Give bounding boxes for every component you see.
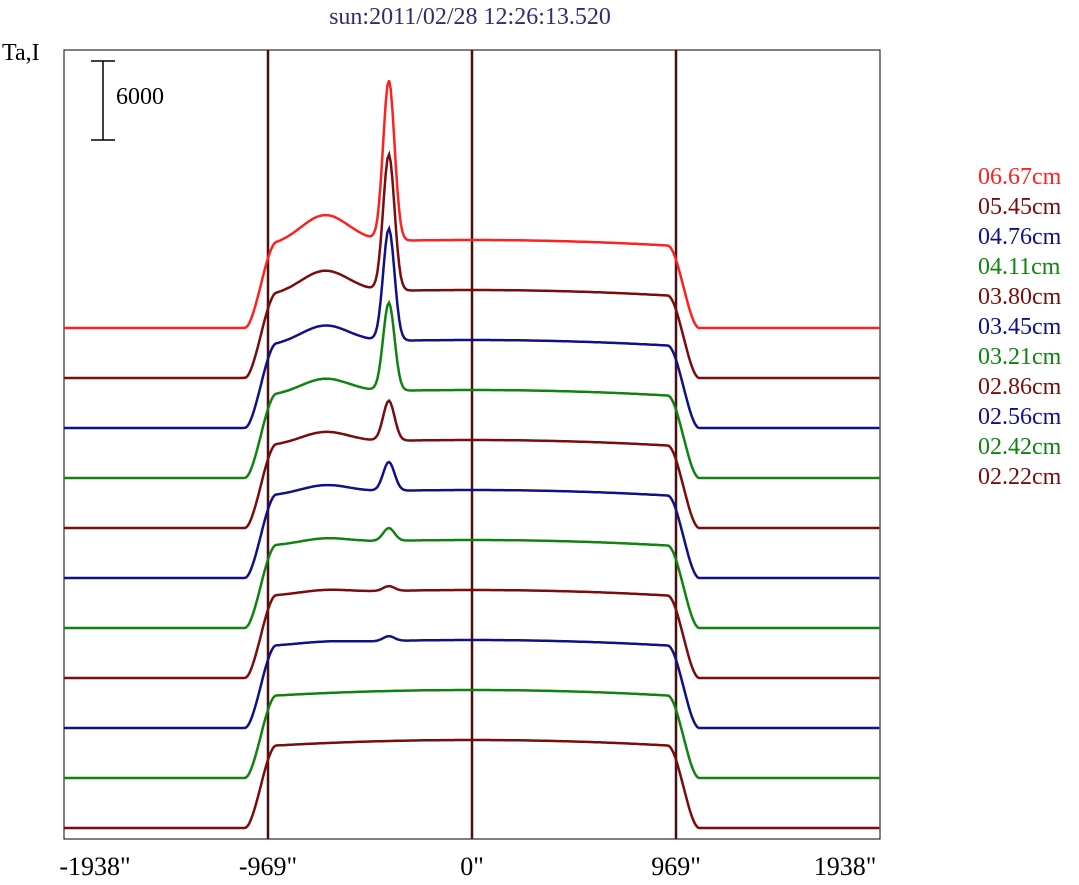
x-tick-label: -1938" bbox=[59, 852, 131, 881]
y-axis-label: Ta,I bbox=[2, 40, 40, 66]
x-tick-label: 969" bbox=[651, 852, 701, 881]
series-line bbox=[64, 634, 880, 730]
legend-item: 03.45cm bbox=[978, 314, 1062, 340]
series-line bbox=[64, 224, 880, 430]
series-line bbox=[64, 738, 880, 830]
x-tick-label: 1938" bbox=[813, 852, 877, 881]
legend-item: 02.86cm bbox=[978, 374, 1062, 400]
legend-item: 02.56cm bbox=[978, 404, 1062, 430]
x-tick-label: 0" bbox=[460, 852, 484, 881]
legend-item: 04.76cm bbox=[978, 224, 1062, 250]
legend-item: 03.80cm bbox=[978, 284, 1062, 310]
series-line bbox=[64, 526, 880, 630]
x-tick-label: -969" bbox=[238, 852, 298, 881]
series-line bbox=[64, 80, 880, 330]
series-line bbox=[64, 460, 880, 580]
series-line bbox=[64, 584, 880, 680]
series-line bbox=[64, 150, 880, 380]
scale-bar bbox=[91, 60, 115, 141]
scale-label: 6000 bbox=[116, 84, 164, 110]
legend-item: 05.45cm bbox=[978, 194, 1062, 220]
series-line bbox=[64, 299, 880, 480]
series-line bbox=[64, 398, 880, 530]
legend-item: 06.67cm bbox=[978, 164, 1062, 190]
series-group bbox=[64, 80, 880, 830]
legend-item: 04.11cm bbox=[978, 254, 1061, 280]
legend: 06.67cm 05.45cm 04.76cm 04.11cm 03.80cm 03.45… bbox=[978, 162, 1061, 492]
legend-item: 03.21cm bbox=[978, 344, 1062, 370]
legend-item: 02.22cm bbox=[978, 464, 1062, 490]
chart-title: sun:2011/02/28 12:26:13.520 bbox=[329, 4, 611, 30]
series-line bbox=[64, 688, 880, 780]
legend-item: 02.42cm bbox=[978, 434, 1062, 460]
